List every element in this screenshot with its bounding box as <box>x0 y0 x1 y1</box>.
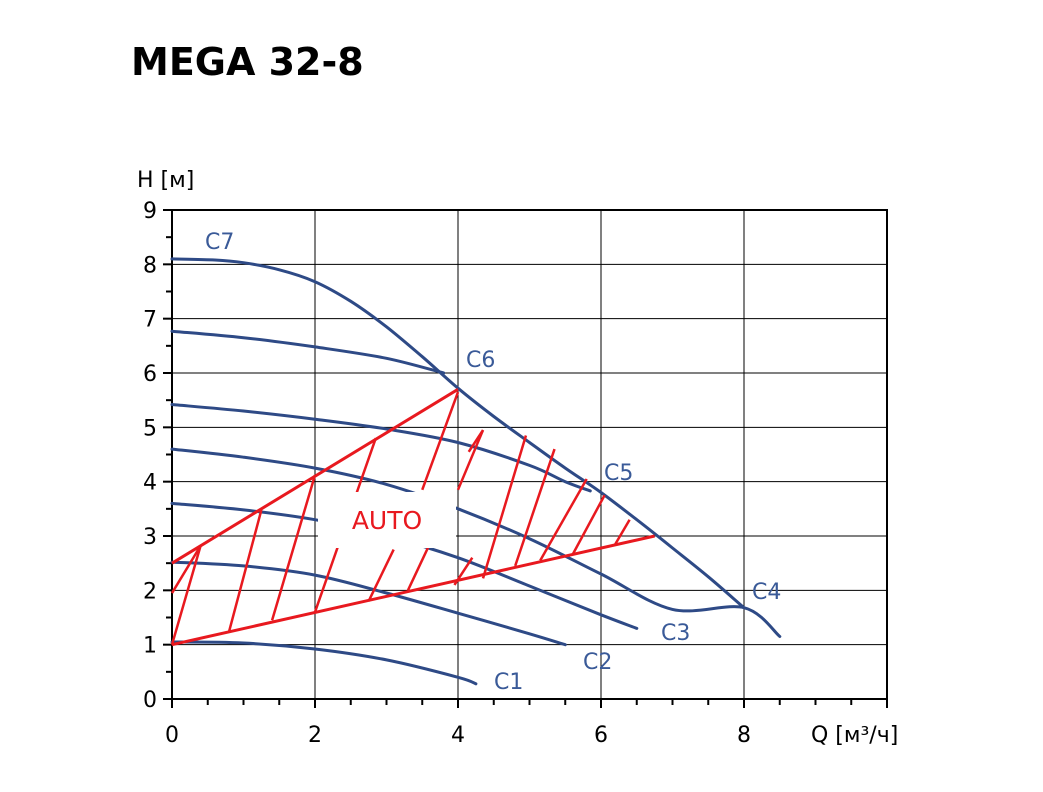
auto-hatch-2 <box>270 474 317 621</box>
y-axis-label: H [м] <box>137 168 194 193</box>
y-tick-label: 2 <box>143 579 157 604</box>
x-tick-label: 8 <box>737 723 751 748</box>
y-tick-label: 7 <box>143 308 157 333</box>
y-tick-label: 1 <box>143 634 157 659</box>
curve-label-c5: C5 <box>604 461 633 486</box>
auto-hatch-9 <box>467 429 485 453</box>
y-tick-label: 0 <box>143 688 157 713</box>
x-tick-label: 2 <box>308 723 322 748</box>
axes: 0 1 2 3 4 5 6 7 8 9 0 2 4 6 8 <box>143 199 888 748</box>
auto-label-bg <box>318 492 456 548</box>
x-tick-label: 4 <box>451 723 465 748</box>
auto-region: AUTO <box>170 388 655 647</box>
auto-hatch-0 <box>170 545 202 646</box>
y-tick-label: 9 <box>143 199 157 224</box>
auto-hatch-8 <box>453 557 474 586</box>
curve-c6 <box>170 329 446 375</box>
auto-hatch-12 <box>539 478 588 562</box>
curve-labels: C7 C6 C5 C4 C3 C2 C1 <box>205 230 781 695</box>
auto-hatch-14 <box>614 519 631 545</box>
curve-c1 <box>170 640 478 686</box>
auto-hatch-1 <box>227 509 263 632</box>
auto-hatch-4 <box>367 549 395 602</box>
auto-hatch-10 <box>481 435 528 579</box>
auto-hatch-11 <box>514 448 556 567</box>
auto-hatch-7 <box>456 429 485 491</box>
chart-title: MEGA 32-8 <box>131 40 364 84</box>
y-tick-label: 6 <box>143 362 157 387</box>
curve-label-c1: C1 <box>494 670 523 695</box>
curve-c4 <box>170 447 782 638</box>
y-tick-label: 3 <box>143 525 157 550</box>
x-axis-label: Q [м³/ч] <box>811 723 898 748</box>
curve-label-c7: C7 <box>205 230 234 255</box>
plot-frame <box>171 209 888 700</box>
auto-hatch-5 <box>421 391 460 491</box>
y-tick-label: 8 <box>143 253 157 278</box>
curve-label-c3: C3 <box>661 621 690 646</box>
auto-hatch-13 <box>571 494 606 556</box>
curve-label-c2: C2 <box>583 650 612 675</box>
curve-c5 <box>170 403 592 493</box>
curve-c2 <box>170 560 567 647</box>
auto-edge-short <box>170 545 202 594</box>
curve-c7 <box>170 257 746 610</box>
curve-label-c6: C6 <box>466 348 495 373</box>
x-tick-label: 0 <box>165 723 179 748</box>
y-tick-label: 5 <box>143 416 157 441</box>
auto-label: AUTO <box>352 506 422 535</box>
x-tick-label: 6 <box>594 723 608 748</box>
y-tick-label: 4 <box>143 471 157 496</box>
curve-label-c4: C4 <box>752 580 781 605</box>
grid <box>172 210 887 699</box>
